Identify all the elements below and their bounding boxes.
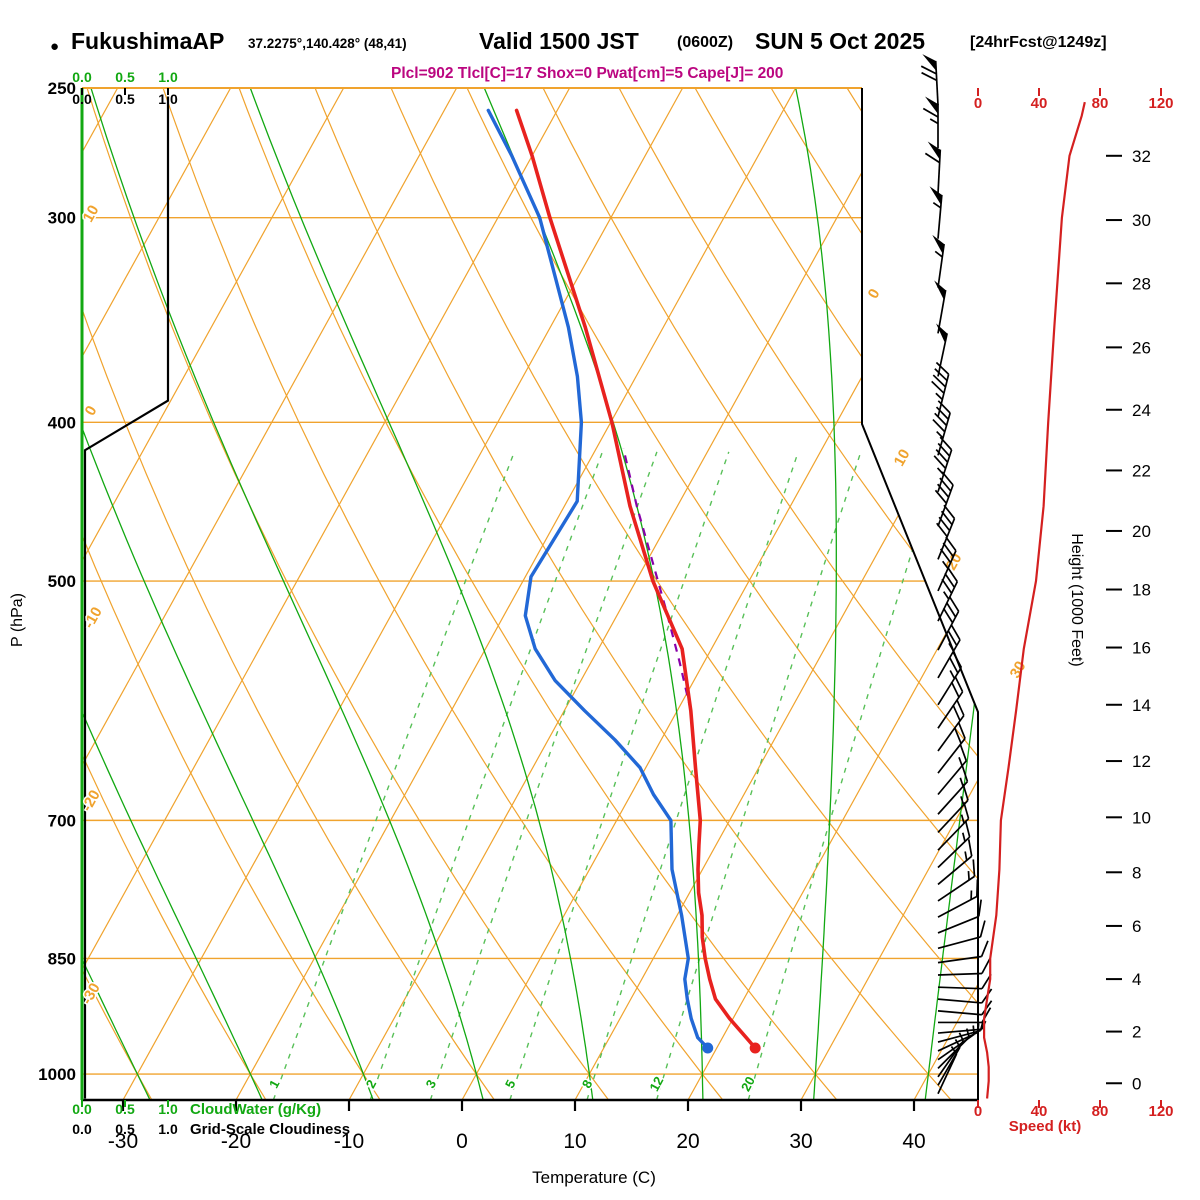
speed-profile	[983, 101, 1086, 1099]
forecast-run-info: [24hrFcst@1249z]	[970, 34, 1107, 51]
svg-text:20: 20	[1132, 522, 1151, 541]
svg-text:0: 0	[456, 1130, 468, 1153]
svg-text:10: 10	[891, 446, 914, 469]
svg-text:0: 0	[974, 1103, 982, 1120]
svg-text:80: 80	[1092, 1103, 1109, 1120]
svg-text:0.0: 0.0	[72, 69, 92, 85]
svg-text:0: 0	[974, 95, 982, 112]
svg-text:3: 3	[423, 1077, 440, 1090]
cloudiness-profile	[83, 96, 170, 1099]
svg-text:10: 10	[1132, 808, 1151, 827]
wind-barbs	[920, 54, 993, 1095]
svg-text:400: 400	[48, 413, 76, 432]
skewt-background	[82, 88, 978, 1100]
svg-text:Height (1000 Feet): Height (1000 Feet)	[1068, 533, 1085, 666]
svg-text:P (hPa): P (hPa)	[9, 593, 26, 647]
svg-text:-10: -10	[334, 1130, 364, 1153]
svg-text:16: 16	[1132, 639, 1151, 658]
svg-text:26: 26	[1132, 338, 1151, 357]
station-bullet-icon: ●	[50, 38, 60, 55]
svg-text:0.5: 0.5	[115, 69, 135, 85]
svg-text:24: 24	[1132, 401, 1151, 420]
svg-text:1: 1	[266, 1077, 283, 1090]
dewpoint-curve	[486, 108, 714, 1054]
svg-text:30: 30	[1007, 658, 1030, 681]
temperature-curve	[514, 108, 761, 1054]
svg-text:0.0: 0.0	[72, 1101, 92, 1117]
svg-text:4: 4	[1132, 970, 1141, 989]
svg-text:0.5: 0.5	[115, 91, 135, 107]
valid-date: SUN 5 Oct 2025	[755, 28, 926, 54]
svg-text:12: 12	[1132, 752, 1151, 771]
svg-text:18: 18	[1132, 581, 1151, 600]
isotherms	[82, 88, 978, 1100]
svg-text:0: 0	[82, 403, 101, 419]
dry-adiabats	[82, 88, 978, 1100]
svg-text:250: 250	[48, 79, 76, 98]
moist-adiabats	[82, 88, 978, 1100]
svg-text:40: 40	[1031, 95, 1048, 112]
svg-text:40: 40	[1031, 1103, 1048, 1120]
svg-text:10: 10	[563, 1130, 586, 1153]
svg-text:-20: -20	[221, 1130, 251, 1153]
svg-text:Temperature (C): Temperature (C)	[532, 1168, 656, 1187]
station-name: FukushimaAP	[71, 28, 225, 54]
stability-indices: Plcl=902 Tlcl[C]=17 Shox=0 Pwat[cm]=5 Ca…	[391, 65, 784, 82]
svg-text:8: 8	[1132, 863, 1141, 882]
svg-text:0: 0	[1132, 1074, 1141, 1093]
svg-text:5: 5	[502, 1077, 519, 1090]
svg-text:1.0: 1.0	[158, 69, 178, 85]
svg-text:22: 22	[1132, 461, 1151, 480]
svg-text:0.0: 0.0	[72, 1121, 92, 1137]
svg-text:Grid-Scale Cloudiness: Grid-Scale Cloudiness	[190, 1121, 350, 1138]
svg-text:2: 2	[1132, 1023, 1141, 1042]
temperature-axis: -30 -20 -10 0 10 20 30 40 Temperature (C)	[108, 1100, 926, 1187]
svg-text:1000: 1000	[38, 1065, 76, 1084]
cloud-scales: 0.0 0.0 0.0 0.0 0.5 0.5 0.5 0.5 1.0 1.0 1.0 1.0 Clou…	[72, 69, 350, 1138]
pressure-axis: 250 300 400 500 700 850 1000 P (hPa)	[9, 79, 76, 1084]
svg-text:300: 300	[48, 209, 76, 228]
mixing-ratio-labels: 1 2 3 5 8 12 20	[264, 1072, 759, 1095]
svg-text:120: 120	[1148, 95, 1173, 112]
svg-text:500: 500	[48, 572, 76, 591]
svg-text:0.5: 0.5	[115, 1121, 135, 1137]
svg-text:0: 0	[865, 286, 884, 302]
pressure-gridlines	[82, 216, 978, 1075]
mixing-ratio-lines	[272, 451, 944, 1100]
svg-text:14: 14	[1132, 696, 1151, 715]
svg-text:850: 850	[48, 949, 76, 968]
svg-text:6: 6	[1132, 917, 1141, 936]
svg-text:CloudWater (g/Kg): CloudWater (g/Kg)	[190, 1101, 321, 1118]
svg-text:80: 80	[1092, 95, 1109, 112]
svg-text:1.0: 1.0	[158, 91, 178, 107]
svg-text:20: 20	[676, 1130, 699, 1153]
svg-text:700: 700	[48, 811, 76, 830]
valid-time: Valid 1500 JST	[479, 28, 639, 54]
svg-text:40: 40	[902, 1130, 925, 1153]
svg-text:32: 32	[1132, 147, 1151, 166]
parcel-curve	[622, 448, 700, 800]
svg-text:30: 30	[789, 1130, 812, 1153]
svg-text:-30: -30	[108, 1130, 138, 1153]
svg-text:1.0: 1.0	[158, 1101, 178, 1117]
svg-text:2: 2	[363, 1077, 380, 1090]
svg-text:28: 28	[1132, 274, 1151, 293]
valid-time-utc: (0600Z)	[677, 34, 734, 51]
svg-text:120: 120	[1148, 1103, 1173, 1120]
svg-text:1.0: 1.0	[158, 1121, 178, 1137]
station-coordinates: 37.2275°,140.428° (48,41)	[248, 36, 407, 51]
svg-text:0.5: 0.5	[115, 1101, 135, 1117]
svg-text:30: 30	[1132, 211, 1151, 230]
svg-text:0.0: 0.0	[72, 91, 92, 107]
svg-text:Speed (kt): Speed (kt)	[1009, 1118, 1082, 1135]
